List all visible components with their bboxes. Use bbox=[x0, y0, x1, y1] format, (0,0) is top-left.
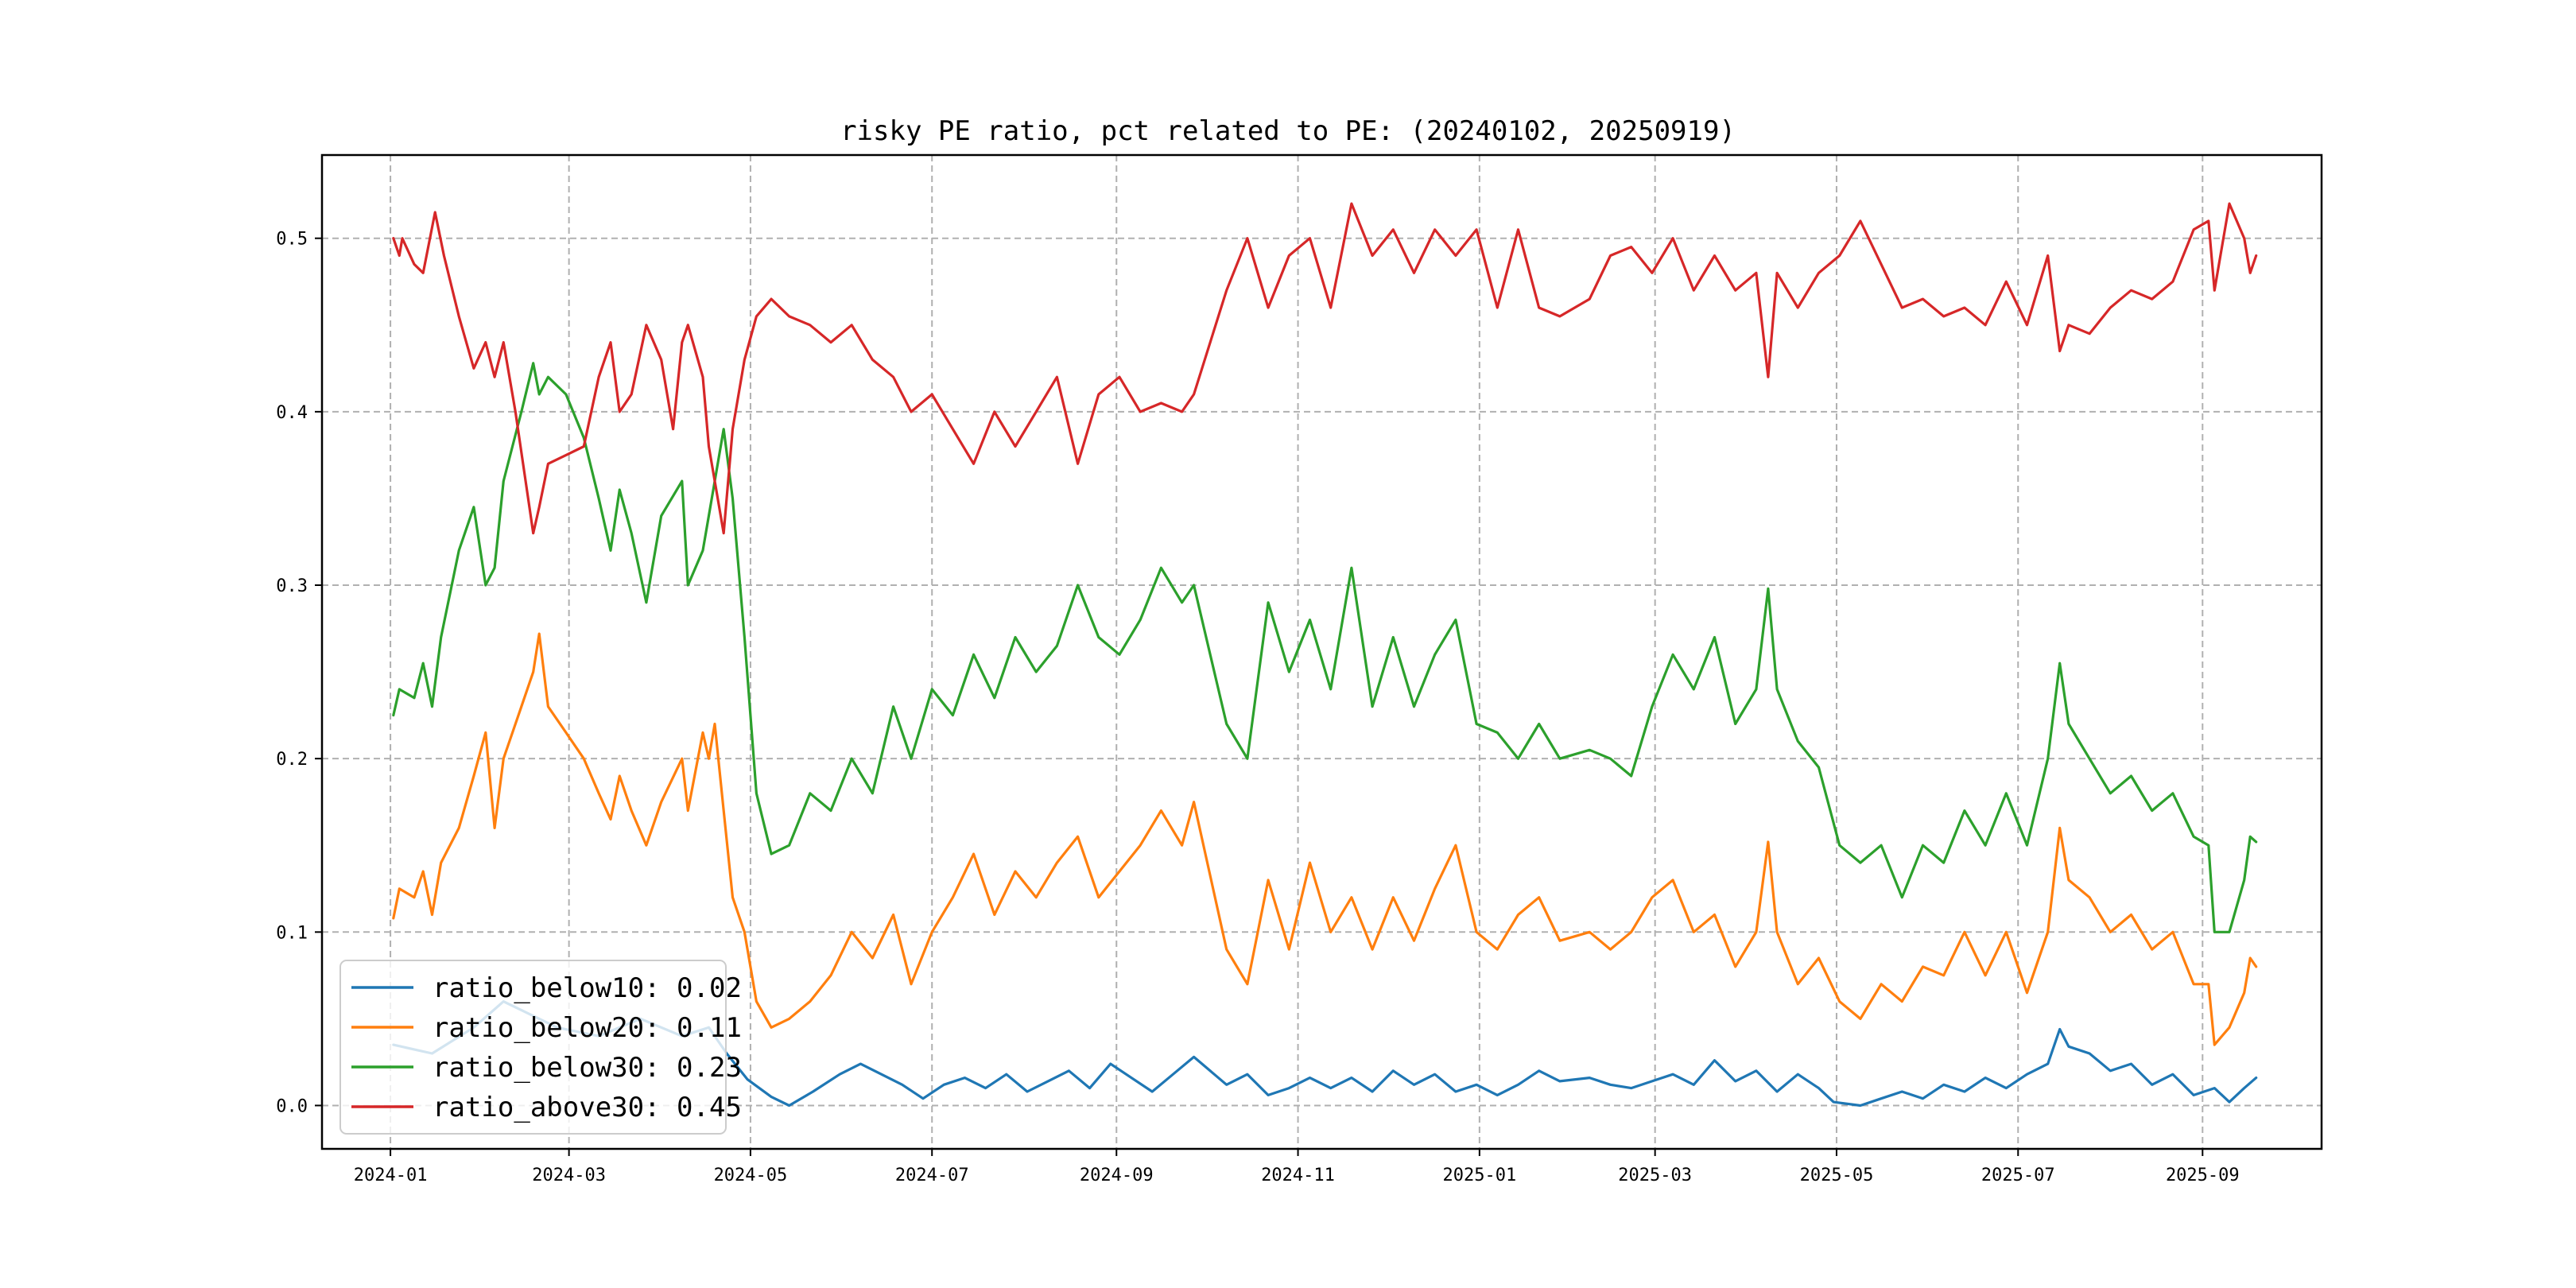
x-tick-label: 2025-05 bbox=[1800, 1166, 1874, 1185]
x-tick-label: 2024-05 bbox=[714, 1166, 788, 1185]
series-line-ratio-above30 bbox=[392, 202, 2258, 535]
y-tick-label: 0.4 bbox=[276, 403, 308, 423]
y-tick-label: 0.1 bbox=[276, 923, 308, 943]
x-tick-label: 2025-07 bbox=[1981, 1166, 2055, 1185]
x-tick-label: 2025-03 bbox=[1618, 1166, 1692, 1185]
series-lines bbox=[392, 202, 2258, 1108]
y-tick-label: 0.5 bbox=[276, 230, 308, 250]
series-line-ratio-below10 bbox=[392, 999, 2258, 1108]
legend-label: ratio_above30: 0.45 bbox=[433, 1092, 742, 1123]
chart-title: risky PE ratio, pct related to PE: (2024… bbox=[840, 115, 1736, 147]
y-tick-label: 0.3 bbox=[276, 576, 308, 596]
series-line-ratio-below30 bbox=[392, 362, 2258, 933]
x-tick-label: 2025-01 bbox=[1442, 1166, 1516, 1185]
legend-label: ratio_below20: 0.11 bbox=[433, 1012, 742, 1044]
y-axis-ticks: 0.0 0.1 0.2 0.3 0.4 0.5 bbox=[276, 230, 322, 1116]
legend-label: ratio_below30: 0.23 bbox=[433, 1052, 742, 1084]
y-tick-label: 0.2 bbox=[276, 750, 308, 770]
x-tick-label: 2024-01 bbox=[354, 1166, 428, 1185]
x-axis-ticks: 2024-01 2024-03 2024-05 2024-07 2024-09 2024-… bbox=[354, 1149, 2240, 1185]
x-tick-label: 2025-09 bbox=[2166, 1166, 2240, 1185]
x-tick-label: 2024-03 bbox=[532, 1166, 606, 1185]
legend-box bbox=[339, 960, 727, 1135]
series-line-ratio-below20 bbox=[392, 632, 2258, 1046]
x-tick-label: 2024-11 bbox=[1261, 1166, 1335, 1185]
x-tick-label: 2024-07 bbox=[895, 1166, 969, 1185]
legend: ratio_below10: 0.02 ratio_below20: 0.11 ra… bbox=[339, 960, 742, 1135]
x-tick-label: 2024-09 bbox=[1080, 1166, 1154, 1185]
legend-label: ratio_below10: 0.02 bbox=[433, 972, 742, 1004]
y-tick-label: 0.0 bbox=[276, 1096, 308, 1116]
plot-frame bbox=[320, 153, 2323, 1150]
